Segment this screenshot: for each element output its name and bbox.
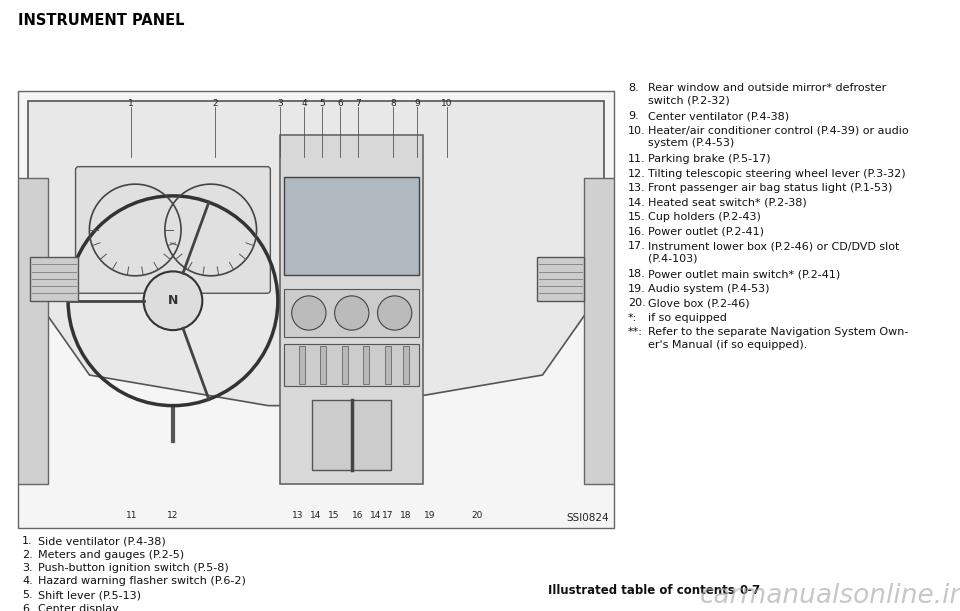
Text: Power outlet main switch* (P.2-41): Power outlet main switch* (P.2-41) [648, 269, 840, 279]
Text: Rear window and outside mirror* defroster: Rear window and outside mirror* defroste… [648, 83, 886, 93]
Text: 6: 6 [337, 99, 343, 108]
Bar [30, 257, 78, 301]
Text: 6.: 6. [22, 604, 33, 611]
Text: INSTRUMENT PANEL: INSTRUMENT PANEL [18, 13, 184, 28]
Text: 20.: 20. [628, 298, 646, 309]
Text: Heated seat switch* (P.2-38): Heated seat switch* (P.2-38) [648, 197, 806, 208]
Text: carmanualsonline.info: carmanualsonline.info [700, 583, 960, 609]
Text: **:: **: [628, 327, 643, 337]
Text: 18: 18 [399, 511, 411, 520]
Bar [280, 134, 423, 485]
Text: Power outlet (P.2-41): Power outlet (P.2-41) [648, 227, 764, 236]
Bar [537, 257, 585, 301]
Text: 15.: 15. [628, 212, 646, 222]
Bar [385, 346, 391, 384]
Text: Center ventilator (P.4-38): Center ventilator (P.4-38) [648, 111, 789, 121]
Text: Shift lever (P.5-13): Shift lever (P.5-13) [38, 590, 141, 600]
Bar [585, 178, 614, 485]
Text: 16.: 16. [628, 227, 646, 236]
Text: Meters and gauges (P.2-5): Meters and gauges (P.2-5) [38, 549, 184, 560]
Text: if so equipped: if so equipped [648, 313, 727, 323]
Text: 13: 13 [293, 511, 304, 520]
Text: 4.: 4. [22, 577, 33, 587]
Text: er's Manual (if so equipped).: er's Manual (if so equipped). [648, 340, 807, 349]
Text: 17.: 17. [628, 241, 646, 251]
Text: system (P.4-53): system (P.4-53) [648, 138, 734, 148]
Circle shape [292, 296, 326, 330]
Text: 3.: 3. [22, 563, 33, 573]
Text: 15: 15 [328, 511, 340, 520]
Text: Hazard warning flasher switch (P.6-2): Hazard warning flasher switch (P.6-2) [38, 577, 246, 587]
Text: 19.: 19. [628, 284, 646, 294]
Text: 12: 12 [167, 511, 179, 520]
Text: 10: 10 [442, 99, 453, 108]
Bar [363, 346, 369, 384]
Text: Heater/air conditioner control (P.4-39) or audio: Heater/air conditioner control (P.4-39) … [648, 126, 908, 136]
Bar [18, 178, 48, 485]
Text: 0-7: 0-7 [740, 584, 761, 597]
Text: 2: 2 [212, 99, 218, 108]
Text: Instrument lower box (P.2-46) or CD/DVD slot: Instrument lower box (P.2-46) or CD/DVD … [648, 241, 900, 251]
Text: 8: 8 [391, 99, 396, 108]
Text: 8.: 8. [628, 83, 638, 93]
Text: Glove box (P.2-46): Glove box (P.2-46) [648, 298, 750, 309]
Text: 18.: 18. [628, 269, 646, 279]
Bar [403, 346, 409, 384]
Text: Parking brake (P.5-17): Parking brake (P.5-17) [648, 154, 771, 164]
Polygon shape [28, 101, 604, 406]
Text: Cup holders (P.2-43): Cup holders (P.2-43) [648, 212, 761, 222]
Text: 20: 20 [471, 511, 483, 520]
Text: 7: 7 [355, 99, 361, 108]
Text: Audio system (P.4-53): Audio system (P.4-53) [648, 284, 770, 294]
Text: 12.: 12. [628, 169, 646, 178]
Bar [312, 400, 391, 470]
Text: 10.: 10. [628, 126, 646, 136]
Text: 14: 14 [310, 511, 322, 520]
Text: 9: 9 [415, 99, 420, 108]
Text: 16: 16 [352, 511, 364, 520]
Text: SSI0824: SSI0824 [566, 513, 609, 523]
Text: 9.: 9. [628, 111, 638, 121]
Text: 11: 11 [126, 511, 137, 520]
Bar [18, 91, 614, 528]
Text: *:: *: [628, 313, 637, 323]
Text: (P.4-103): (P.4-103) [648, 254, 698, 263]
Text: Tilting telescopic steering wheel lever (P.3-32): Tilting telescopic steering wheel lever … [648, 169, 905, 178]
FancyBboxPatch shape [76, 167, 271, 293]
Circle shape [335, 296, 369, 330]
Text: 19: 19 [423, 511, 435, 520]
Text: 5.: 5. [22, 590, 33, 600]
Text: switch (P.2-32): switch (P.2-32) [648, 95, 730, 105]
Text: 11.: 11. [628, 154, 646, 164]
Text: Center display: Center display [38, 604, 119, 611]
Text: Front passenger air bag status light (P.1-53): Front passenger air bag status light (P.… [648, 183, 893, 193]
Text: 3: 3 [277, 99, 283, 108]
Bar [320, 346, 326, 384]
Bar [284, 177, 420, 274]
Text: Side ventilator (P.4-38): Side ventilator (P.4-38) [38, 536, 166, 546]
Bar [284, 288, 420, 337]
Text: 1: 1 [129, 99, 134, 108]
Text: 14.: 14. [628, 197, 646, 208]
Text: Push-button ignition switch (P.5-8): Push-button ignition switch (P.5-8) [38, 563, 228, 573]
Text: 1.: 1. [22, 536, 33, 546]
Circle shape [377, 296, 412, 330]
Text: 2.: 2. [22, 549, 33, 560]
Text: N: N [168, 295, 179, 307]
Bar [299, 346, 304, 384]
Text: Illustrated table of contents: Illustrated table of contents [548, 584, 735, 597]
Bar [284, 345, 420, 386]
Text: 4: 4 [301, 99, 307, 108]
Text: Refer to the separate Navigation System Own-: Refer to the separate Navigation System … [648, 327, 908, 337]
Circle shape [144, 271, 203, 330]
Text: 5: 5 [319, 99, 324, 108]
Text: 13.: 13. [628, 183, 646, 193]
Text: 17: 17 [382, 511, 394, 520]
Text: 14: 14 [370, 511, 381, 520]
Bar [342, 346, 348, 384]
